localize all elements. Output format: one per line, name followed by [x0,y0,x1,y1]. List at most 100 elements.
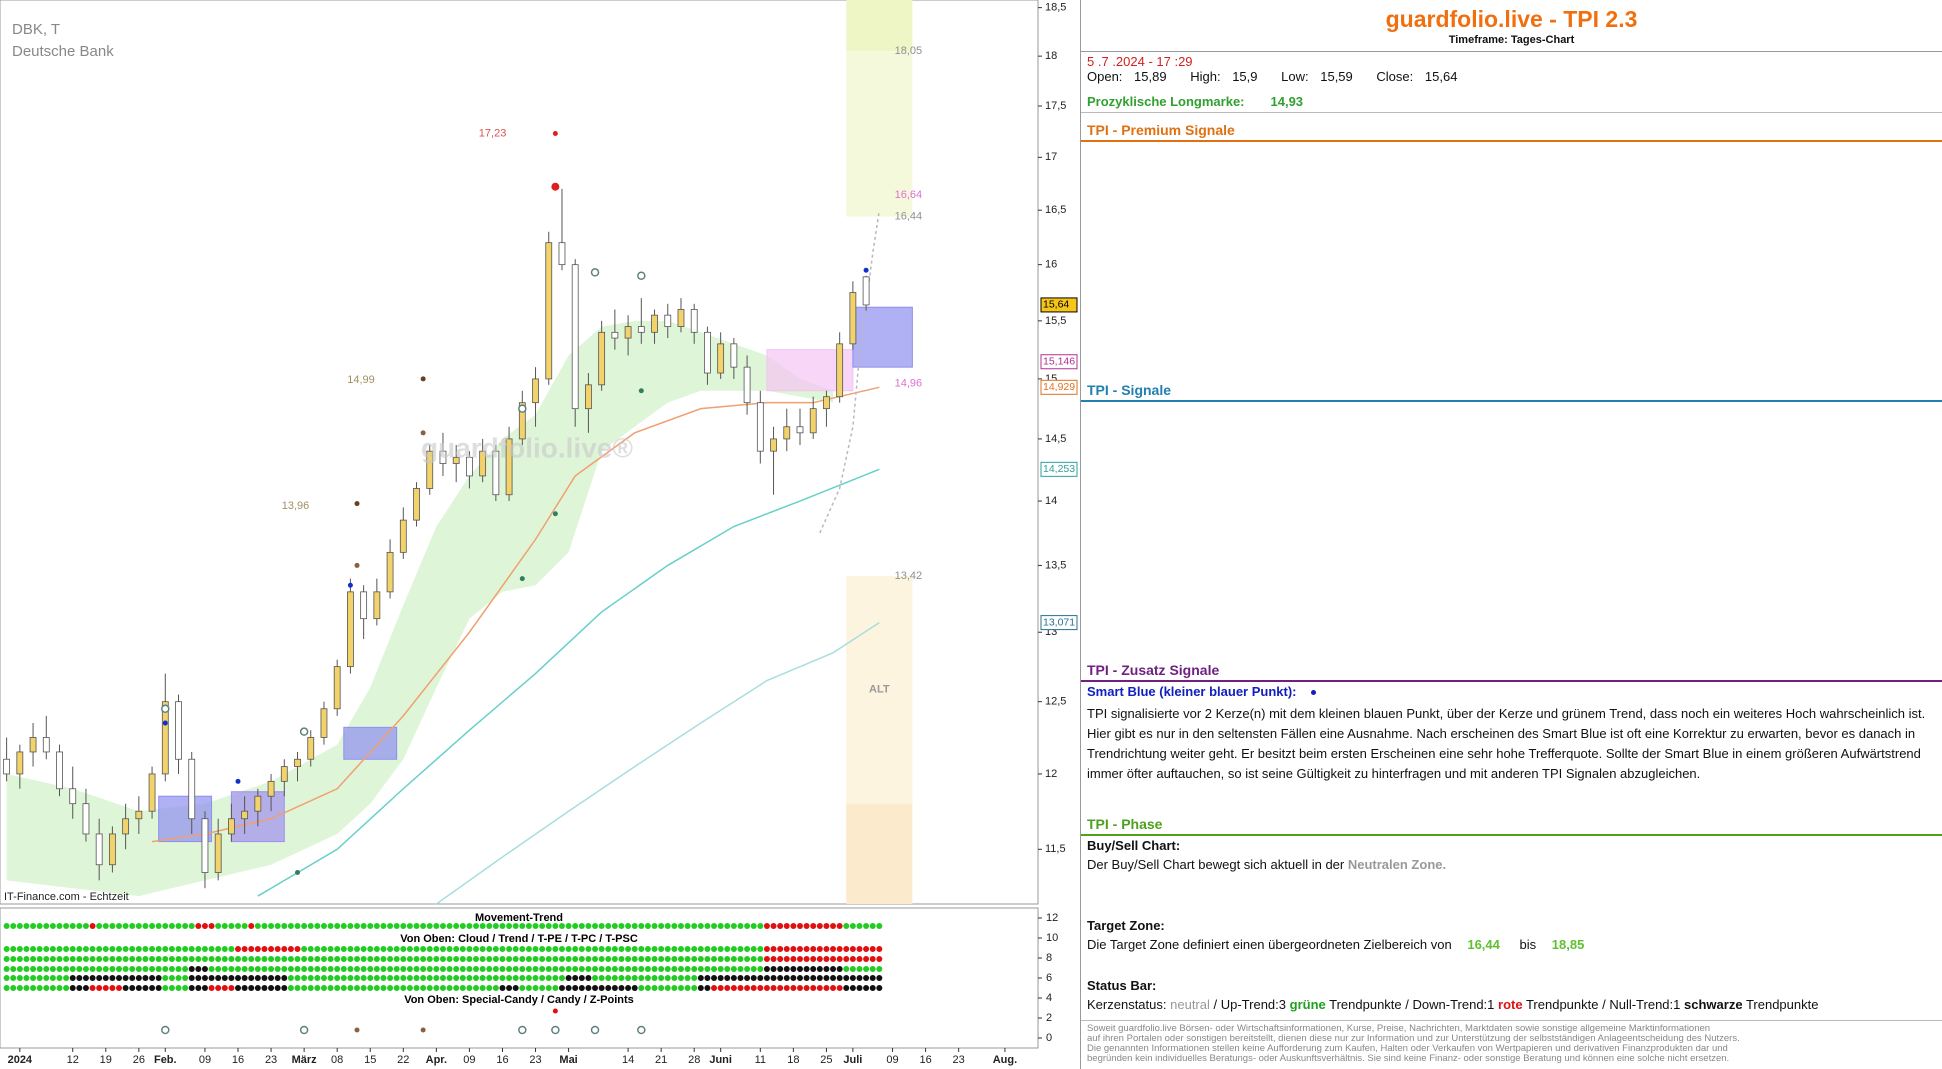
trend-dot [849,975,856,981]
trend-dot [221,956,228,962]
trend-dot [466,975,473,981]
zone: Neutralen Zone. [1347,857,1447,872]
trend-dot [737,966,744,972]
trend-dot [320,975,327,981]
trend-dot [10,985,17,991]
candle-body [280,766,288,782]
trend-dot [512,975,519,981]
trend-tick-label: 0 [1046,1032,1052,1044]
trend-dot [671,946,678,952]
trend-dot [558,985,565,991]
trend-dot [175,946,182,952]
trend-dot [830,956,837,962]
trend-dot [578,923,585,929]
text: / Down-Trend:1 [1405,997,1495,1012]
candle-body [228,818,235,835]
trend-dot [354,923,361,929]
trend-dot [492,923,499,929]
candle-body [135,810,143,820]
trend-run [248,923,255,929]
trend-dot [453,985,460,991]
trend-tick-label: 4 [1046,992,1052,1004]
trend-dot [453,923,460,929]
trend-point [420,1027,426,1033]
x-tick-label: 12 [67,1054,79,1066]
x-tick-label: 23 [529,1054,541,1066]
trend-dot [63,923,70,929]
x-tick-label: 16 [496,1054,508,1066]
trend-dot [796,975,803,981]
trend-dot [56,946,63,952]
trend-dot [658,985,665,991]
trend-dot [109,923,116,929]
trend-dot [400,975,407,981]
trend-dot [446,923,453,929]
trend-dot [393,946,400,952]
trend-dot [373,966,380,972]
trend-run [69,985,89,991]
trend-dot [499,966,506,972]
price-label-box [1040,297,1078,313]
trend-dot [598,966,605,972]
trend-dot [770,956,777,962]
candle-body [492,450,500,496]
trend-dot [208,946,215,952]
trend-dot [274,946,281,952]
trend-dot [849,923,856,929]
trend-run [763,956,883,962]
trend-dot [856,966,863,972]
trend-dot [684,975,691,981]
trend-dot [525,985,532,991]
y-tick-label: 18 [1045,50,1057,62]
trend-dot [155,946,162,952]
trend-dot [876,975,883,981]
trend-dot [287,946,294,952]
trend-dot [638,923,645,929]
signal-marker [590,268,600,277]
trend-dot [56,985,63,991]
trend-dot [307,956,314,962]
trend-dot [691,966,698,972]
trend-dot [149,923,156,929]
trend-dot [135,966,142,972]
candle-body [823,396,830,410]
trend-dot [730,923,737,929]
target-zone [846,575,913,804]
label: Target Zone: [1087,918,1165,933]
annotation: 14,96 [895,378,923,390]
trend-dot [340,985,347,991]
trend-dot [638,966,645,972]
trend-dot [466,946,473,952]
y-tick-label: 13,5 [1045,559,1066,571]
trend-dot [552,923,559,929]
candle-body [836,343,844,398]
trend-dot [697,956,704,962]
trend-dot [188,975,195,981]
trend-run [558,985,638,991]
trend-dot [175,985,182,991]
x-tick-label: 16 [232,1054,244,1066]
trend-dot [473,956,480,962]
x-tick-label: 11 [755,1054,766,1066]
trend-dot [863,923,870,929]
trend-dot [572,966,579,972]
quote-value: 15,89 [1134,69,1167,84]
trend-dot [16,956,23,962]
signal-marker [295,870,301,876]
x-tick-label: 19 [100,1054,112,1066]
trend-dot [248,966,255,972]
trend-dot [439,985,446,991]
trend-dot [413,946,420,952]
trend-dot [744,923,751,929]
signal-marker [550,181,561,192]
trend-dot [314,956,321,962]
trend-dot [254,975,261,981]
trend-run [763,923,843,929]
candle-body [637,326,645,333]
candle-body [770,438,777,452]
trend-dot [605,923,612,929]
trend-dot [36,985,43,991]
trend-run [3,975,70,981]
trend-dot [301,956,308,962]
trend-dot [532,975,539,981]
